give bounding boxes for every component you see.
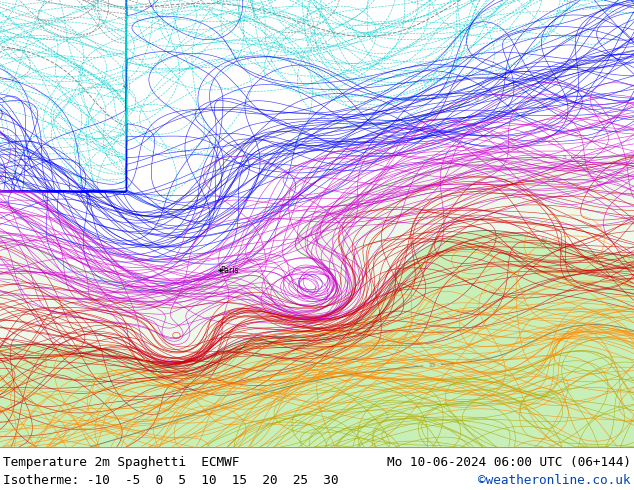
Text: 0: 0 xyxy=(474,97,479,102)
Text: Isotherme: -10  -5  0  5  10  15  20  25  30: Isotherme: -10 -5 0 5 10 15 20 25 30 xyxy=(3,473,339,487)
Text: Temperature 2m Spaghetti  ECMWF: Temperature 2m Spaghetti ECMWF xyxy=(3,456,240,469)
Text: 5: 5 xyxy=(562,155,566,160)
Text: 15: 15 xyxy=(428,363,436,368)
Text: 10: 10 xyxy=(540,237,548,244)
Text: Paris: Paris xyxy=(220,266,238,274)
Text: Mo 10-06-2024 06:00 UTC (06+144): Mo 10-06-2024 06:00 UTC (06+144) xyxy=(387,456,631,469)
Text: ©weatheronline.co.uk: ©weatheronline.co.uk xyxy=(478,473,631,487)
Text: -5: -5 xyxy=(124,82,129,88)
